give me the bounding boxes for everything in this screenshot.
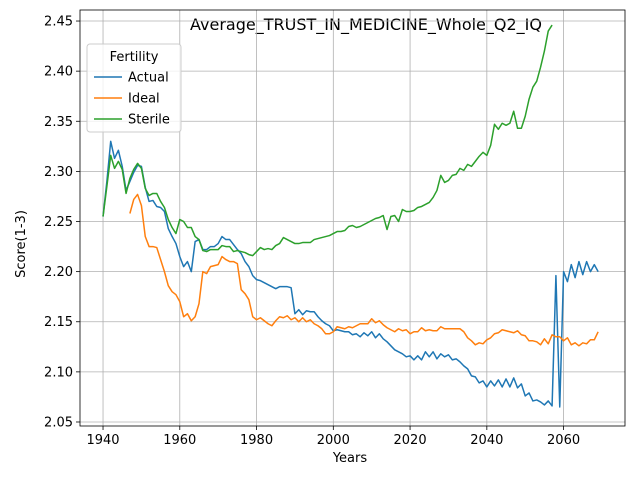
legend-entries: Actual Ideal Sterile — [94, 71, 170, 128]
x-tick-label: 1960 — [163, 433, 196, 448]
series-lines — [102, 24, 599, 408]
legend-label-actual: Actual — [128, 71, 169, 86]
x-tick-label: 1980 — [240, 433, 273, 448]
y-tick-label: 2.30 — [44, 165, 73, 180]
y-tick-label: 2.15 — [44, 315, 73, 330]
y-tick-label: 2.45 — [44, 15, 73, 30]
x-axis-ticks: 1940 1960 1980 2000 2020 2040 2060 — [86, 426, 580, 448]
y-axis-ticks: 2.05 2.10 2.15 2.20 2.25 2.30 2.35 2.40 2.45 — [44, 15, 80, 430]
y-tick-label: 2.35 — [44, 115, 73, 130]
y-tick-label: 2.40 — [44, 65, 73, 80]
x-axis-label: Years — [332, 451, 368, 466]
series-line-actual — [102, 140, 599, 408]
x-tick-label: 2060 — [547, 433, 580, 448]
y-axis-label: Score(1-3) — [14, 210, 29, 278]
y-tick-label: 2.05 — [44, 415, 73, 430]
x-tick-label: 1940 — [86, 433, 119, 448]
series-line-sterile — [102, 24, 553, 257]
legend: Fertility Actual Ideal Sterile — [86, 43, 182, 133]
legend-title: Fertility — [110, 50, 159, 65]
x-tick-label: 2040 — [470, 433, 503, 448]
x-tick-label: 2020 — [394, 433, 427, 448]
chart-title: Average_TRUST_IN_MEDICINE_Whole_Q2_IQ — [190, 15, 542, 35]
plot-area-frame — [79, 9, 626, 427]
y-tick-label: 2.20 — [44, 265, 73, 280]
legend-label-sterile: Sterile — [128, 113, 170, 128]
legend-label-ideal: Ideal — [128, 92, 160, 107]
series-line-ideal — [129, 193, 599, 347]
y-tick-label: 2.25 — [44, 215, 73, 230]
legend-box — [86, 43, 182, 133]
y-tick-label: 2.10 — [44, 365, 73, 380]
grid-lines — [80, 10, 625, 426]
x-tick-label: 2000 — [317, 433, 350, 448]
